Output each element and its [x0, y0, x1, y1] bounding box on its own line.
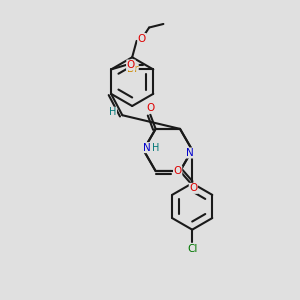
Text: N: N: [186, 148, 194, 158]
Text: O: O: [127, 60, 135, 70]
Text: O: O: [146, 103, 154, 113]
Text: O: O: [138, 34, 146, 44]
Text: Cl: Cl: [187, 244, 197, 254]
Text: O: O: [189, 183, 197, 193]
Text: H: H: [152, 142, 160, 153]
Text: N: N: [142, 142, 150, 153]
Text: Br: Br: [127, 64, 138, 74]
Text: H: H: [109, 107, 116, 117]
Text: O: O: [173, 166, 182, 176]
